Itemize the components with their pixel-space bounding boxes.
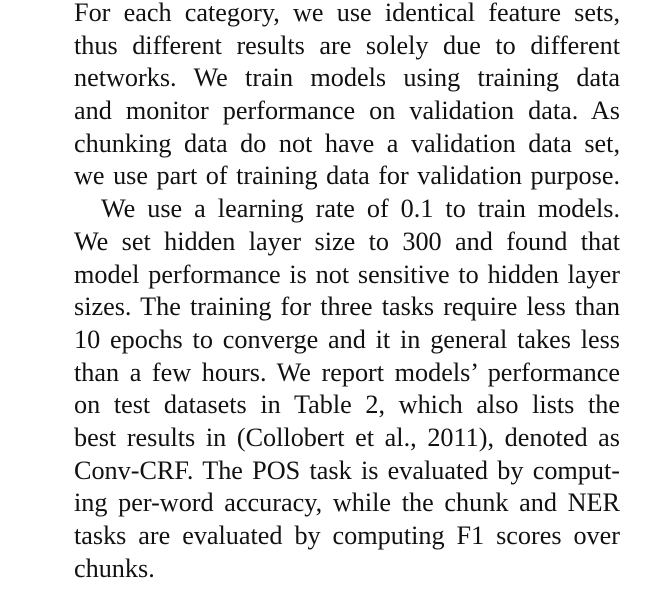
text-line: and monitor performance on validation da… xyxy=(74,96,620,126)
text-line: chunks. xyxy=(74,553,155,583)
text-line: on test datasets in Table 2, which also … xyxy=(74,390,620,420)
text-line: Conv-CRF. The POS task is evaluated by c… xyxy=(74,455,620,485)
text-line: We use a learning rate of 0.1 to train m… xyxy=(101,194,620,224)
text-line: sizes. The training for three tasks requ… xyxy=(74,292,620,322)
text-line: We set hidden layer size to 300 and foun… xyxy=(74,226,620,256)
text-line: chunking data do not have a validation d… xyxy=(74,128,620,158)
text-line: thus different results are solely due to… xyxy=(74,30,620,60)
text-line: we use part of training data for validat… xyxy=(74,161,620,191)
text-line: than a few hours. We report models’ perf… xyxy=(74,357,620,387)
text-line: ing per-word accuracy, while the chunk a… xyxy=(74,488,620,518)
text-line: 10 epochs to converge and it in general … xyxy=(74,324,620,354)
paragraph-training-details: We use a learning rate of 0.1 to train m… xyxy=(74,193,620,585)
paragraph-experimental-setup: For each category, we use identical feat… xyxy=(74,0,620,193)
text-line: For each category, we use identical feat… xyxy=(74,0,620,27)
text-line: model performance is not sensitive to hi… xyxy=(74,259,620,289)
text-line: tasks are evaluated by computing F1 scor… xyxy=(74,521,620,550)
text-column: For each category, we use identical feat… xyxy=(74,0,620,585)
text-line: networks. We train models using training… xyxy=(74,63,620,93)
text-line: best results in (Collobert et al., 2011)… xyxy=(74,422,620,452)
